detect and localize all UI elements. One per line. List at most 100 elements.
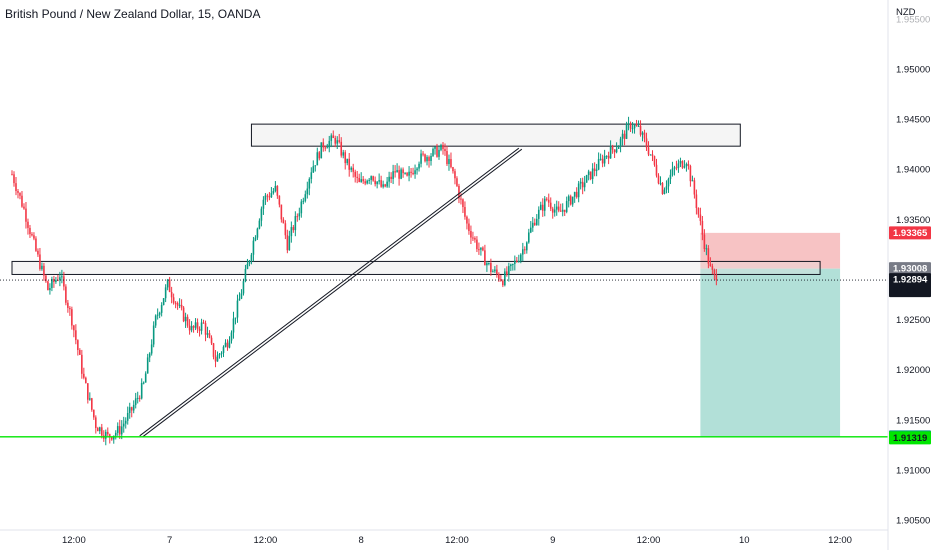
candle (504, 268, 506, 287)
candle-body (348, 158, 351, 170)
candle (412, 167, 414, 176)
candle (322, 138, 325, 152)
candle-body (480, 247, 482, 250)
candle (651, 150, 654, 162)
candle (222, 345, 225, 358)
candle (360, 172, 362, 183)
candle (687, 160, 690, 170)
candle-body (358, 177, 360, 183)
candle (290, 221, 293, 243)
candle-body (214, 356, 217, 362)
support-zone[interactable] (11, 260, 821, 275)
candle (116, 422, 119, 436)
resistance-zone[interactable] (250, 123, 741, 147)
candle (218, 352, 221, 359)
candle (410, 167, 412, 178)
candle-body (362, 179, 364, 182)
candle (496, 264, 498, 278)
candle (136, 391, 139, 404)
candle-body (260, 208, 263, 221)
time-tick-label: 12:00 (254, 535, 278, 546)
candle (13, 171, 15, 187)
candle (220, 351, 223, 358)
candle (272, 188, 275, 195)
candle-body (667, 179, 670, 187)
candle (382, 180, 384, 189)
candle-body (524, 249, 526, 251)
candle-body (27, 221, 29, 228)
candle (464, 201, 466, 220)
candle-body (254, 237, 257, 241)
candle-body (158, 312, 161, 315)
time-tick-label: 12:00 (637, 535, 661, 546)
candle (633, 123, 636, 134)
candle (689, 164, 692, 187)
candle-body (533, 222, 536, 226)
candle (23, 203, 25, 210)
candle-body (569, 196, 572, 205)
take-profit-zone[interactable] (700, 268, 841, 437)
candle (631, 122, 634, 134)
candle (61, 269, 63, 284)
candle-body (390, 176, 392, 179)
candle (39, 247, 41, 271)
candle-body (320, 142, 323, 159)
candle-body (286, 235, 289, 251)
candle (356, 170, 358, 184)
candle (486, 261, 488, 272)
candle (334, 135, 337, 148)
trendline[interactable] (139, 147, 520, 437)
candle-body (288, 236, 291, 251)
candle-body (126, 412, 129, 421)
candle-body (647, 147, 650, 155)
candle (400, 167, 402, 180)
candle-body (194, 322, 197, 328)
candle-body (370, 176, 372, 180)
candle-body (148, 353, 151, 358)
candle (300, 199, 303, 218)
candle-body (494, 269, 496, 272)
candle (657, 173, 660, 185)
candle-body (404, 172, 406, 174)
candle-body (462, 199, 464, 208)
candle-body (326, 147, 329, 149)
stop-loss-zone[interactable] (700, 232, 841, 269)
candle (595, 163, 598, 177)
candle (408, 166, 410, 182)
candle (681, 160, 684, 169)
candle-body (354, 171, 356, 177)
candle (685, 162, 688, 172)
candle (196, 318, 199, 334)
candle-body (234, 317, 237, 319)
trendline-parallel[interactable] (142, 148, 523, 438)
candle-body (434, 146, 436, 149)
candle (144, 371, 147, 383)
candle-body (71, 309, 73, 326)
candle (130, 406, 133, 418)
candle (31, 232, 33, 237)
candle (242, 278, 245, 296)
candle (520, 253, 522, 264)
candle-body (166, 279, 169, 288)
candle (438, 145, 440, 160)
candle-body (248, 260, 251, 264)
candle (21, 191, 23, 208)
candle (470, 225, 472, 245)
candle (95, 415, 97, 434)
candle-body (651, 154, 654, 157)
candle-body (649, 154, 652, 156)
time-tick-label: 7 (167, 535, 172, 546)
candle (663, 187, 666, 195)
candle-body (136, 397, 139, 399)
candle-body (504, 271, 506, 286)
candle (186, 314, 189, 328)
candle (659, 176, 662, 186)
candle-body (631, 128, 634, 130)
candle-body (543, 198, 546, 211)
candle-body (236, 300, 239, 318)
candle (214, 350, 217, 368)
candle (208, 330, 211, 339)
candle-body (440, 144, 442, 150)
